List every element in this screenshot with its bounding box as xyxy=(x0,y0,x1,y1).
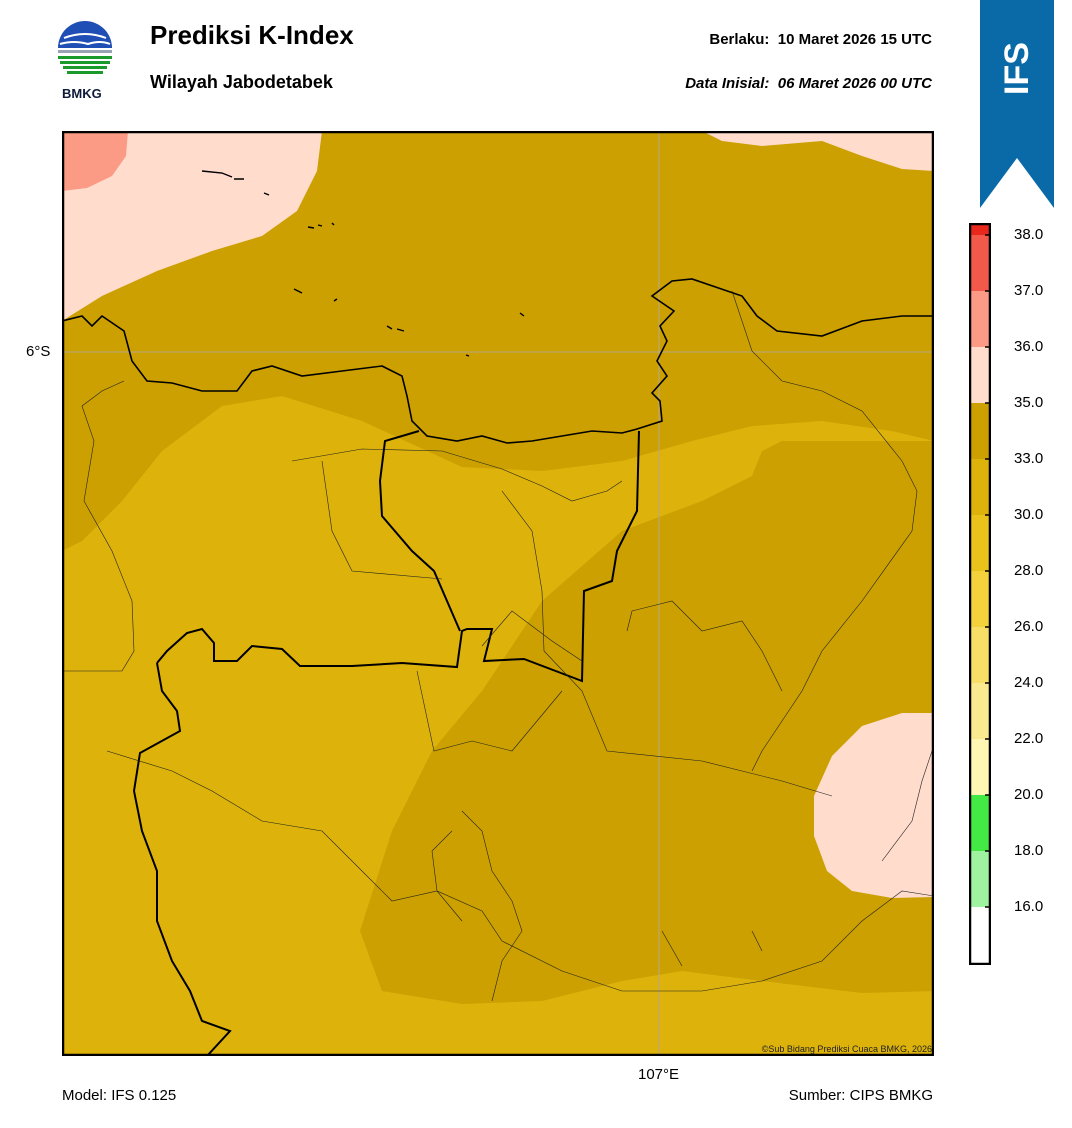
colorbar-swatch xyxy=(970,907,990,963)
init-time: Data Inisial: 06 Maret 2026 00 UTC xyxy=(685,75,932,92)
colorbar-tick-label: 24.0 xyxy=(1014,674,1044,691)
logo-text: BMKG xyxy=(62,86,102,101)
colorbar-swatch xyxy=(970,225,990,235)
contour-30-33-southeast xyxy=(360,441,934,1004)
valid-label: Berlaku: xyxy=(709,31,770,48)
colorbar-tick-label: 26.0 xyxy=(1014,618,1044,635)
colorbar-swatch xyxy=(970,795,990,851)
init-value: 06 Maret 2026 00 UTC xyxy=(777,75,932,92)
contour-30-33-north xyxy=(62,131,934,551)
island-group xyxy=(201,170,525,357)
colorbar-swatch xyxy=(970,403,990,459)
province-boundary-jakarta xyxy=(378,430,461,632)
colorbar-swatch xyxy=(970,739,990,795)
bmkg-logo xyxy=(54,20,116,86)
contour-36-37-northwest xyxy=(62,131,128,191)
valid-time: Berlaku: 10 Maret 2026 15 UTC xyxy=(709,31,932,48)
latitude-label: 6°S xyxy=(26,343,51,360)
colorbar-tick-label: 30.0 xyxy=(1014,506,1044,523)
province-boundary-banten-jabar xyxy=(156,430,640,683)
colorbar-tick-label: 18.0 xyxy=(1014,842,1044,859)
colorbar-tick-label: 33.0 xyxy=(1014,450,1044,467)
colorbar-tick-label: 38.0 xyxy=(1014,226,1044,243)
colorbar-swatch xyxy=(970,683,990,739)
model-ribbon: IFS xyxy=(980,0,1054,208)
province-boundary-west xyxy=(132,662,232,1056)
copyright-note: ©Sub Bidang Prediksi Cuaca BMKG, 2026 xyxy=(761,1044,932,1054)
colorbar-swatch xyxy=(970,459,990,515)
page-subtitle: Wilayah Jabodetabek xyxy=(150,72,333,92)
colorbar-tick-label: 36.0 xyxy=(1014,338,1044,355)
colorbar-swatch xyxy=(970,347,990,403)
colorbar-tick-label: 28.0 xyxy=(1014,562,1044,579)
colorbar-tick-label: 16.0 xyxy=(1014,898,1044,915)
coastline xyxy=(62,278,934,444)
colorbar-swatch xyxy=(970,235,990,291)
map-frame xyxy=(62,131,934,1056)
regency-boundaries xyxy=(62,290,934,1002)
colorbar-swatch xyxy=(970,851,990,907)
source-info: Sumber: CIPS BMKG xyxy=(788,1087,933,1104)
valid-value: 10 Maret 2026 15 UTC xyxy=(777,31,932,48)
colorbar-swatch xyxy=(970,627,990,683)
colorbar-tick-label: 20.0 xyxy=(1014,786,1044,803)
colorbar-tick-label: 37.0 xyxy=(1014,282,1044,299)
colorbar-swatch xyxy=(970,571,990,627)
colorbar-swatches xyxy=(968,222,992,966)
colorbar-swatch xyxy=(970,515,990,571)
model-info: Model: IFS 0.125 xyxy=(62,1087,177,1104)
model-tag: IFS xyxy=(997,41,1036,95)
longitude-label: 107°E xyxy=(638,1066,680,1083)
colorbar xyxy=(968,222,992,966)
colorbar-tick-label: 35.0 xyxy=(1014,394,1044,411)
contour-35-36-northwest xyxy=(62,131,322,321)
colorbar-tick-label: 22.0 xyxy=(1014,730,1044,747)
page-title: Prediksi K-Index xyxy=(150,20,354,50)
init-label: Data Inisial: xyxy=(685,75,770,92)
colorbar-swatch xyxy=(970,291,990,347)
k-index-map xyxy=(62,131,934,1056)
contour-35-36-southeast xyxy=(814,713,934,898)
colorbar-frame xyxy=(968,222,992,966)
contour-35-36-northeast xyxy=(702,131,934,171)
